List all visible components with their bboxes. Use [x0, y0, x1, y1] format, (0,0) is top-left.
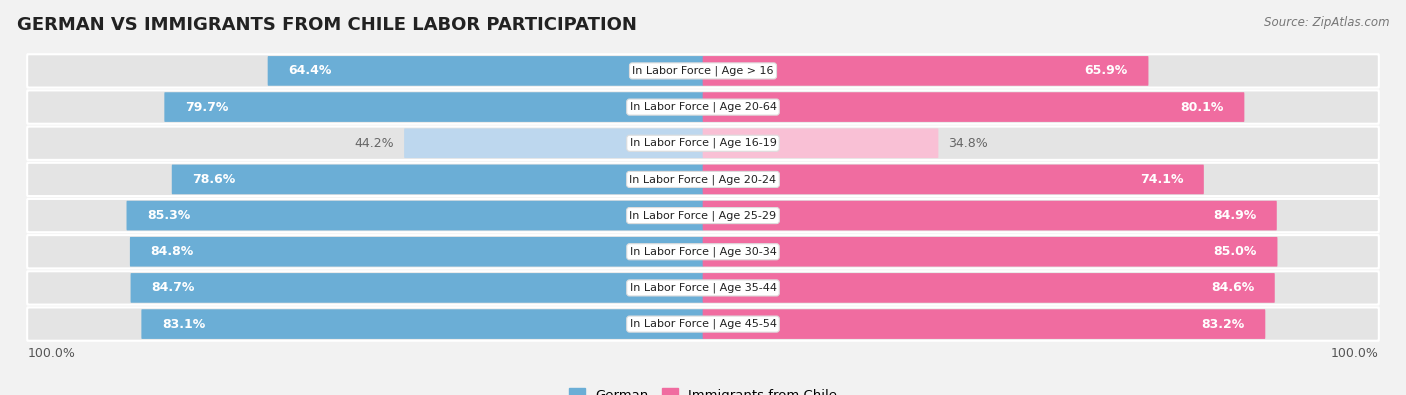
- Text: In Labor Force | Age 16-19: In Labor Force | Age 16-19: [630, 138, 776, 149]
- FancyBboxPatch shape: [165, 92, 703, 122]
- Text: 74.1%: 74.1%: [1140, 173, 1184, 186]
- Text: 83.2%: 83.2%: [1202, 318, 1244, 331]
- Text: In Labor Force | Age 20-24: In Labor Force | Age 20-24: [630, 174, 776, 185]
- FancyBboxPatch shape: [703, 92, 1244, 122]
- FancyBboxPatch shape: [27, 199, 1379, 232]
- FancyBboxPatch shape: [267, 56, 703, 86]
- Text: In Labor Force | Age > 16: In Labor Force | Age > 16: [633, 66, 773, 76]
- Text: 34.8%: 34.8%: [948, 137, 988, 150]
- Text: 84.8%: 84.8%: [150, 245, 194, 258]
- Text: In Labor Force | Age 30-34: In Labor Force | Age 30-34: [630, 246, 776, 257]
- Text: 79.7%: 79.7%: [186, 101, 228, 114]
- Text: GERMAN VS IMMIGRANTS FROM CHILE LABOR PARTICIPATION: GERMAN VS IMMIGRANTS FROM CHILE LABOR PA…: [17, 16, 637, 34]
- FancyBboxPatch shape: [129, 237, 703, 267]
- FancyBboxPatch shape: [703, 309, 1265, 339]
- FancyBboxPatch shape: [127, 201, 703, 230]
- FancyBboxPatch shape: [172, 165, 703, 194]
- Text: 84.6%: 84.6%: [1211, 281, 1254, 294]
- Text: 84.9%: 84.9%: [1213, 209, 1256, 222]
- Text: Source: ZipAtlas.com: Source: ZipAtlas.com: [1264, 16, 1389, 29]
- Text: 44.2%: 44.2%: [354, 137, 394, 150]
- FancyBboxPatch shape: [27, 127, 1379, 160]
- Text: 85.3%: 85.3%: [148, 209, 190, 222]
- FancyBboxPatch shape: [703, 128, 938, 158]
- FancyBboxPatch shape: [142, 309, 703, 339]
- Text: 85.0%: 85.0%: [1213, 245, 1257, 258]
- Text: 84.7%: 84.7%: [152, 281, 194, 294]
- Text: In Labor Force | Age 20-64: In Labor Force | Age 20-64: [630, 102, 776, 112]
- Text: 100.0%: 100.0%: [1330, 346, 1378, 359]
- FancyBboxPatch shape: [27, 163, 1379, 196]
- Text: 83.1%: 83.1%: [162, 318, 205, 331]
- Text: 64.4%: 64.4%: [288, 64, 332, 77]
- Text: In Labor Force | Age 25-29: In Labor Force | Age 25-29: [630, 210, 776, 221]
- Text: 78.6%: 78.6%: [193, 173, 236, 186]
- FancyBboxPatch shape: [703, 56, 1149, 86]
- FancyBboxPatch shape: [27, 271, 1379, 305]
- FancyBboxPatch shape: [404, 128, 703, 158]
- FancyBboxPatch shape: [703, 165, 1204, 194]
- FancyBboxPatch shape: [27, 235, 1379, 268]
- Text: 80.1%: 80.1%: [1181, 101, 1223, 114]
- FancyBboxPatch shape: [27, 90, 1379, 124]
- Text: 100.0%: 100.0%: [28, 346, 76, 359]
- FancyBboxPatch shape: [703, 201, 1277, 230]
- FancyBboxPatch shape: [703, 237, 1278, 267]
- FancyBboxPatch shape: [27, 54, 1379, 88]
- Text: 65.9%: 65.9%: [1084, 64, 1128, 77]
- FancyBboxPatch shape: [703, 273, 1275, 303]
- FancyBboxPatch shape: [27, 307, 1379, 341]
- FancyBboxPatch shape: [131, 273, 703, 303]
- Text: In Labor Force | Age 45-54: In Labor Force | Age 45-54: [630, 319, 776, 329]
- Text: In Labor Force | Age 35-44: In Labor Force | Age 35-44: [630, 283, 776, 293]
- Legend: German, Immigrants from Chile: German, Immigrants from Chile: [564, 383, 842, 395]
